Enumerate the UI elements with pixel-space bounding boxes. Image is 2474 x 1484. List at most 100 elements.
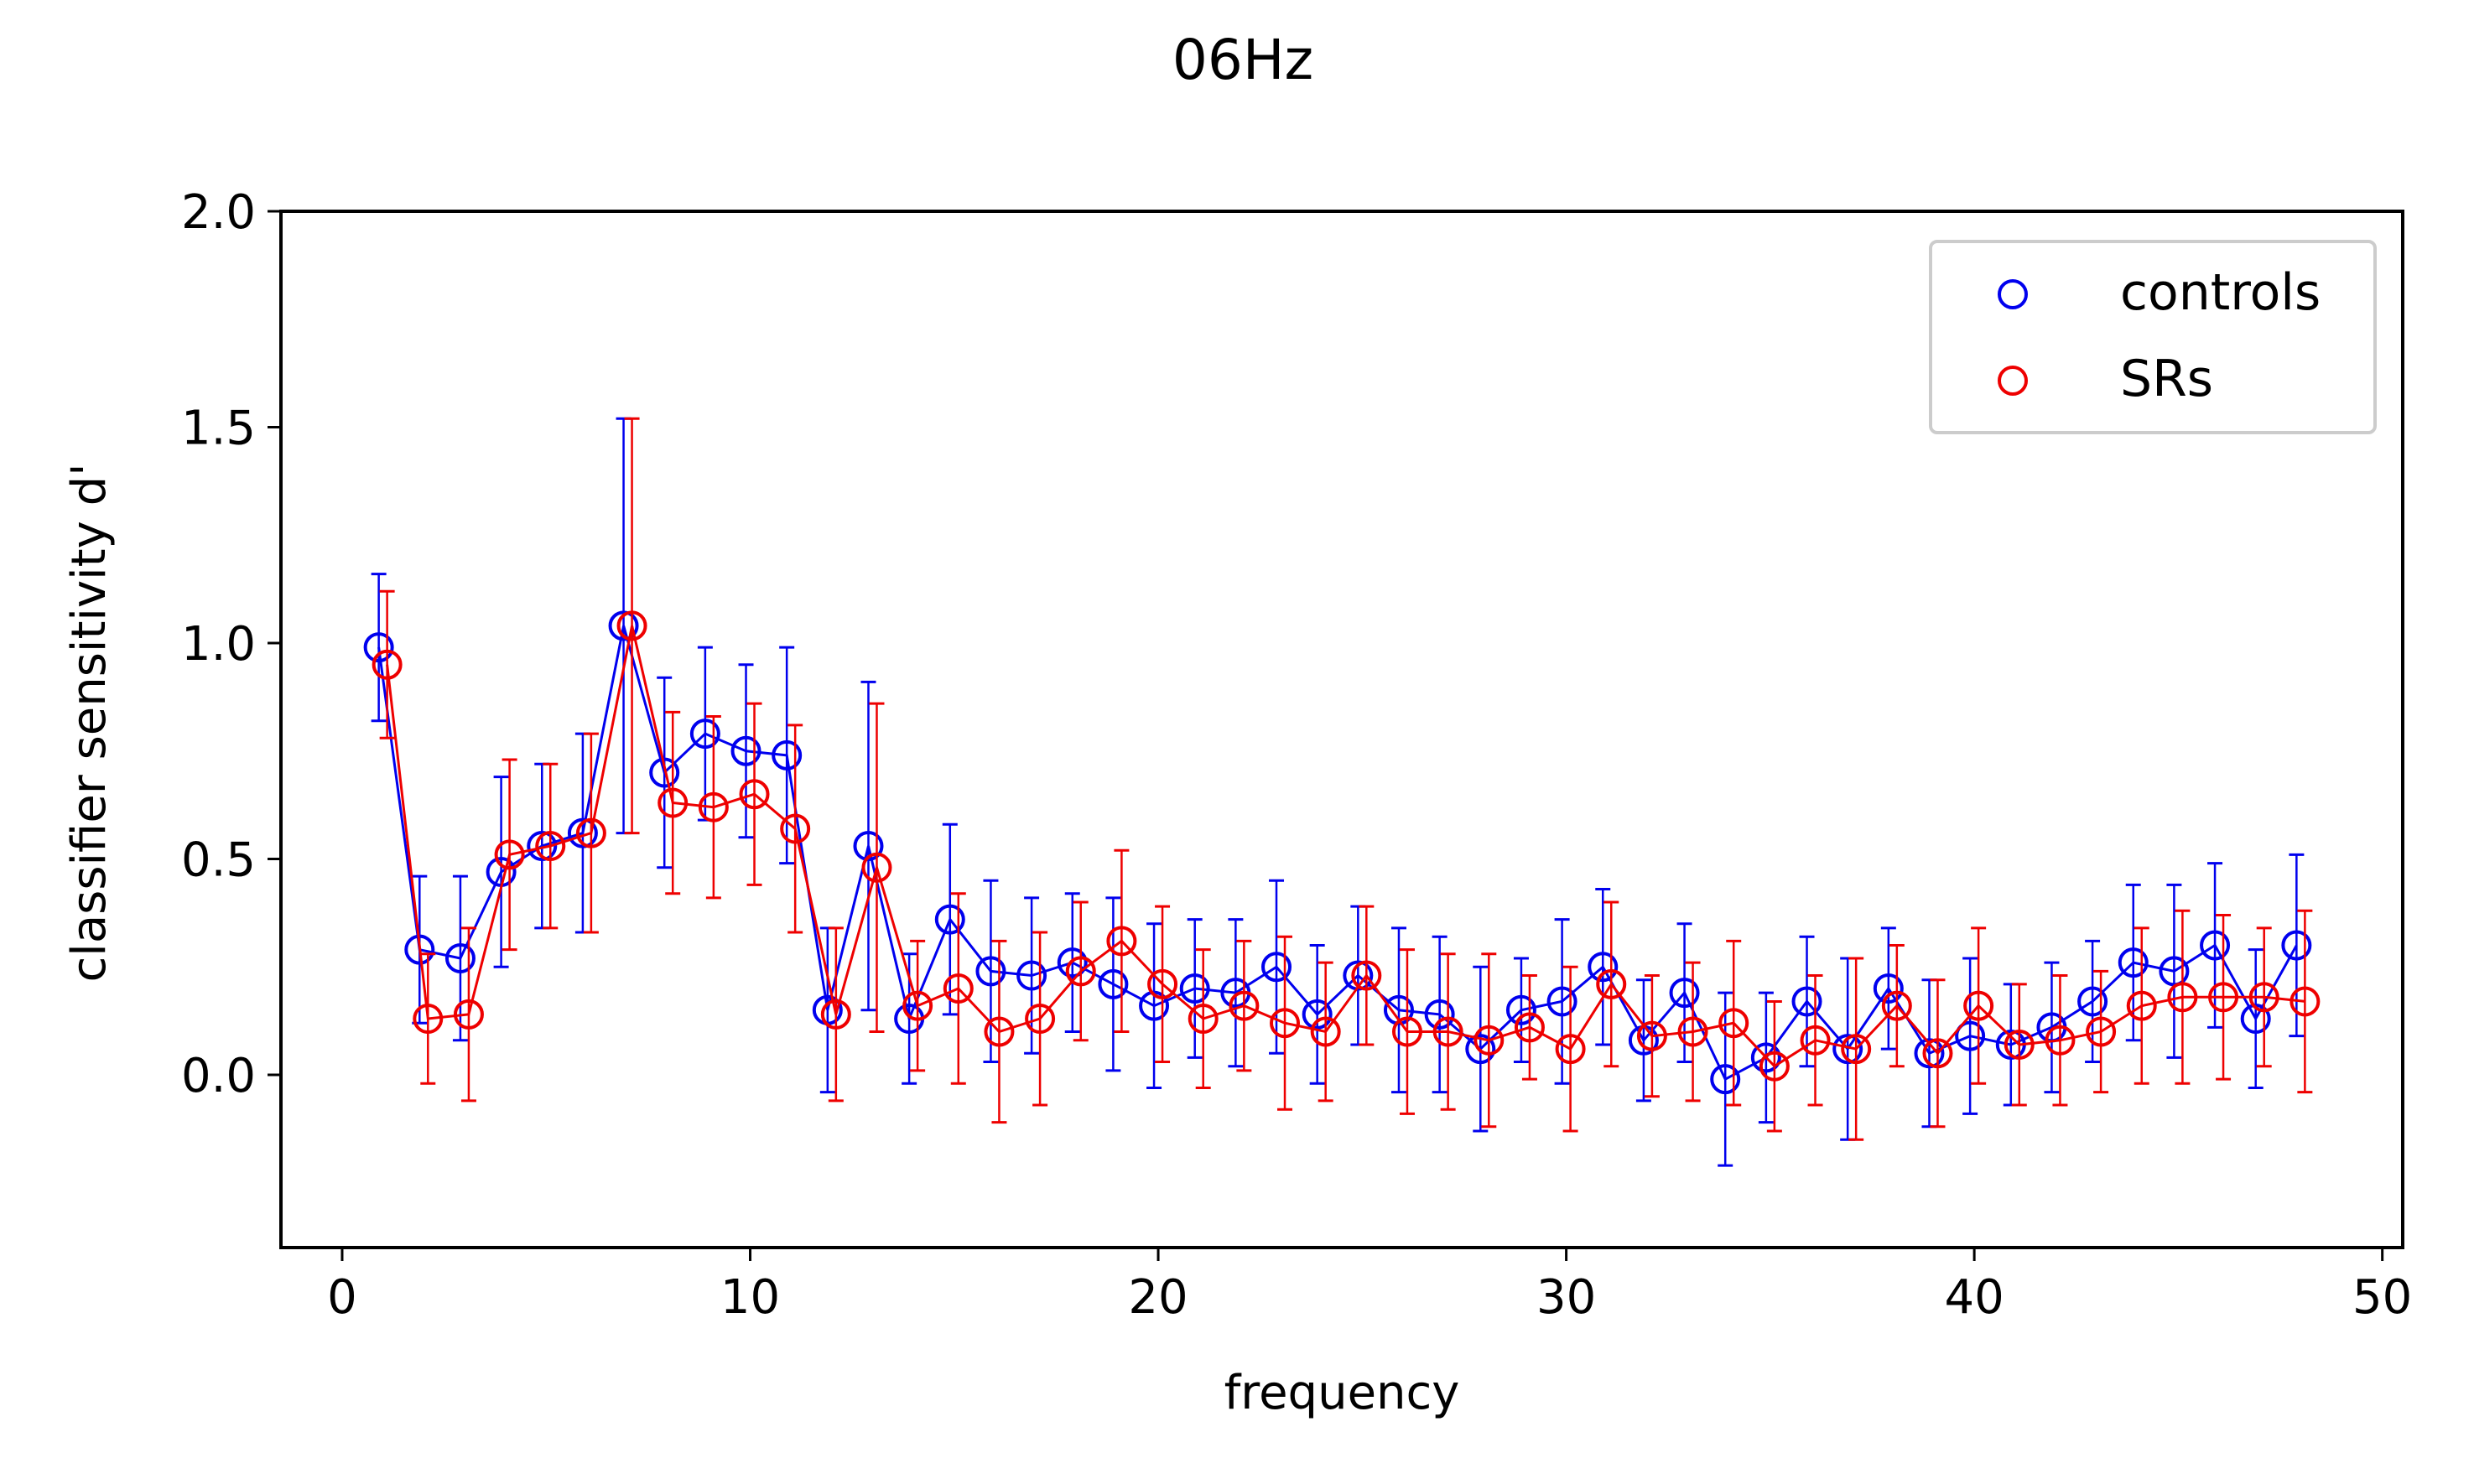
error-bar-srs (543, 762, 559, 930)
error-bar-srs (1032, 931, 1048, 1107)
error-bar-srs (2216, 913, 2232, 1081)
data-point-srs (1351, 960, 1382, 991)
error-bar-srs (2093, 969, 2109, 1094)
error-bar-controls (1718, 991, 1733, 1167)
error-bar-srs (787, 724, 803, 934)
data-point-srs (1718, 1008, 1749, 1039)
error-bar-srs (1930, 978, 1946, 1129)
error-bar-srs (1195, 948, 1211, 1089)
data-point-controls (567, 817, 598, 848)
error-bar-controls (2044, 961, 2060, 1094)
error-bar-controls (1187, 918, 1203, 1059)
data-point-controls (1955, 1020, 1986, 1051)
error-bar-controls (1432, 935, 1447, 1094)
data-point-controls (2281, 930, 2312, 961)
error-bar-srs (1848, 957, 1864, 1141)
series-line-controls (377, 625, 2298, 1082)
error-bar-controls (1676, 922, 1692, 1064)
error-bar-srs (1359, 905, 1375, 1046)
error-bar-srs (950, 892, 966, 1085)
data-point-controls (1098, 968, 1129, 999)
data-point-srs (494, 839, 525, 870)
data-point-srs (1963, 990, 1994, 1021)
error-bar-srs (1155, 905, 1171, 1064)
x-tick-label: 20 (1128, 1270, 1188, 1325)
error-bar-srs (1114, 848, 1130, 1033)
data-point-srs (2248, 982, 2279, 1013)
data-point-controls (1914, 1038, 1945, 1069)
data-point-srs (820, 999, 851, 1030)
error-bar-controls (1880, 926, 1896, 1051)
data-point-controls (444, 942, 476, 973)
error-bar-srs (1481, 952, 1497, 1129)
error-bar-srs (2256, 926, 2272, 1068)
data-point-srs (2167, 982, 2198, 1013)
error-bar-srs (2052, 974, 2068, 1107)
error-bar-srs (624, 417, 640, 835)
error-bar-controls (493, 776, 509, 968)
data-point-controls (730, 735, 761, 766)
error-bar-srs (665, 710, 681, 895)
data-point-srs (1188, 1004, 1219, 1035)
data-point-controls (1465, 1034, 1496, 1065)
error-bar-controls (1513, 957, 1529, 1064)
data-point-srs (1759, 1051, 1790, 1082)
error-bar-srs (1399, 948, 1415, 1115)
data-point-controls (1750, 1042, 1781, 1073)
data-point-srs (1229, 990, 1260, 1021)
data-point-srs (1596, 968, 1627, 999)
data-point-srs (1555, 1034, 1586, 1065)
data-point-controls (1383, 994, 1414, 1025)
data-point-srs (902, 990, 933, 1021)
error-bar-srs (705, 715, 721, 900)
error-bar-controls (2248, 948, 2264, 1089)
plot-frame (279, 210, 2404, 1249)
error-bar-srs (991, 939, 1007, 1124)
data-point-srs (2208, 982, 2239, 1013)
error-bar-srs (1971, 926, 1987, 1085)
data-point-controls (689, 719, 720, 750)
error-bar-controls (2289, 853, 2305, 1038)
error-bar-srs (869, 702, 885, 1033)
data-point-srs (1310, 1016, 1341, 1047)
error-bar-srs (1644, 974, 1660, 1098)
data-point-srs (861, 852, 892, 883)
data-point-controls (1302, 999, 1333, 1030)
data-point-srs (1270, 1008, 1301, 1039)
error-bar-srs (460, 926, 476, 1103)
series-line-srs (386, 625, 2305, 1068)
data-point-srs (1106, 926, 1137, 957)
plot-area (279, 210, 2404, 1249)
data-point-srs (943, 973, 974, 1004)
error-bar-srs (1236, 939, 1252, 1072)
error-bar-srs (1685, 961, 1701, 1103)
data-point-controls (2118, 947, 2149, 978)
data-point-controls (2200, 930, 2231, 961)
error-bar-srs (1440, 952, 1456, 1111)
error-bar-srs (583, 732, 599, 934)
y-axis: 0.0 0.5 1.0 1.5 2.0 (181, 185, 281, 1103)
error-bar-controls (2207, 862, 2223, 1029)
data-point-srs (1841, 1034, 1872, 1065)
error-bar-srs (1277, 935, 1293, 1111)
data-point-srs (413, 1004, 444, 1035)
data-point-srs (1514, 1012, 1545, 1043)
data-point-controls (1179, 973, 1210, 1004)
error-bar-controls (860, 680, 876, 1012)
data-point-controls (649, 757, 680, 788)
error-bar-srs (2134, 926, 2149, 1085)
chart-title: 06Hz (1172, 28, 1313, 92)
error-bar-controls (1269, 879, 1285, 1055)
y-tick-label: 0.0 (181, 1049, 256, 1103)
data-point-srs (2126, 990, 2157, 1021)
data-point-controls (1669, 978, 1700, 1009)
error-bar-controls (942, 822, 958, 1016)
data-point-srs (2004, 1029, 2035, 1060)
data-point-controls (1791, 986, 1822, 1017)
data-point-controls (772, 739, 803, 771)
error-bar-srs (1562, 965, 1578, 1133)
data-point-controls (934, 904, 965, 935)
legend-label-controls: controls (2120, 263, 2321, 322)
series-controls (363, 417, 2312, 1167)
error-bar-srs (502, 758, 517, 952)
